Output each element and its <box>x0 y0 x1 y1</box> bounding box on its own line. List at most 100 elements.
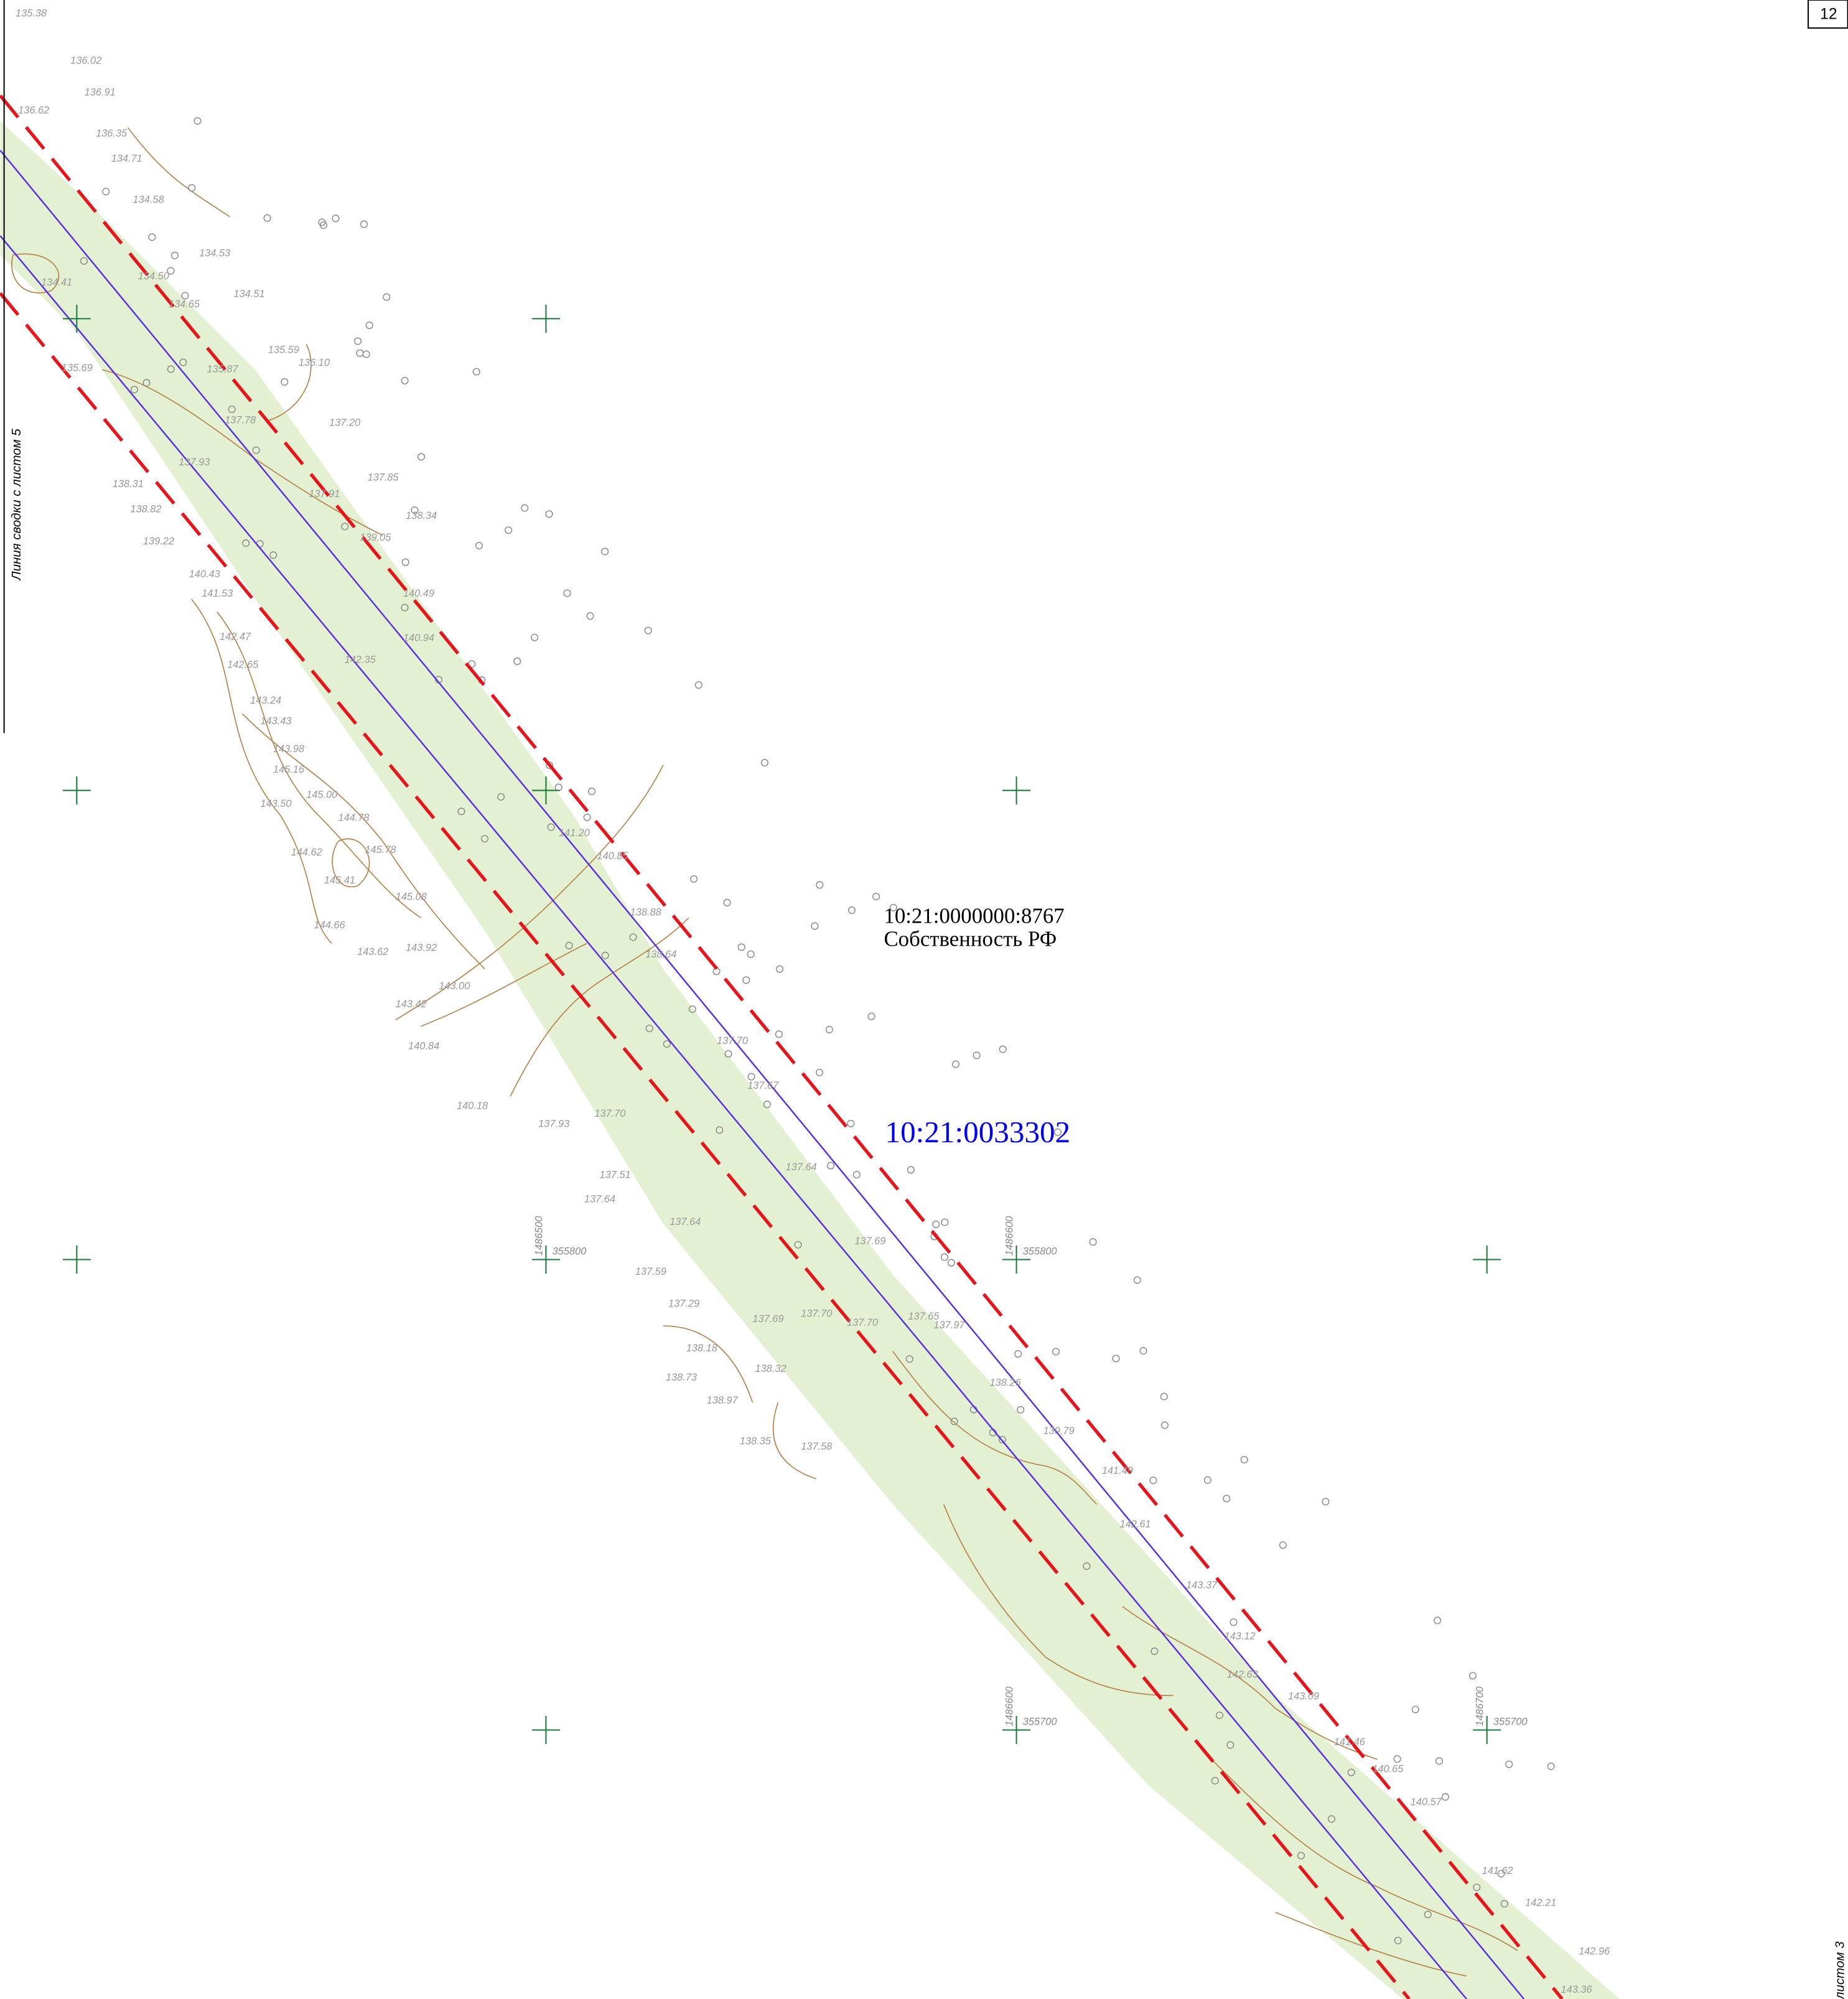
elevation-label: 138.32 <box>755 1363 786 1374</box>
elevation-label: 137.78 <box>225 414 256 426</box>
tree-symbol <box>852 1170 861 1179</box>
tree-symbol <box>417 453 426 461</box>
tree-symbol <box>167 267 175 275</box>
tree-symbol <box>401 376 409 384</box>
tree-symbol <box>763 1101 771 1109</box>
tree-symbol <box>1150 1647 1159 1656</box>
elevation-label: 142.63 <box>1227 1669 1258 1680</box>
elevation-label: 137.70 <box>847 1317 878 1328</box>
elevation-label: 137.70 <box>717 1035 748 1046</box>
grid-coordinate: 1486700 <box>1475 1687 1486 1726</box>
elevation-label: 141.53 <box>202 588 233 599</box>
tree-symbol <box>1226 1741 1234 1749</box>
tree-symbol <box>1473 1883 1481 1891</box>
tree-symbol <box>694 681 702 689</box>
tree-symbol <box>263 214 271 222</box>
tree-symbol <box>1497 1870 1505 1878</box>
elevation-label: 143.62 <box>357 946 388 958</box>
elevation-label: 136.91 <box>85 87 116 98</box>
elevation-label: 135.69 <box>62 362 93 373</box>
tree-symbol <box>644 627 652 635</box>
tree-symbol <box>1017 1405 1025 1414</box>
elevation-label: 143.37 <box>1186 1580 1218 1591</box>
elevation-label: 136.62 <box>18 105 49 116</box>
tree-symbol <box>1014 1350 1022 1358</box>
grid-coordinate: 355700 <box>1023 1716 1057 1727</box>
elevation-label: 140.18 <box>457 1101 488 1112</box>
elevation-label: 138.73 <box>666 1372 697 1383</box>
tree-symbol <box>816 881 824 889</box>
elevation-label: 141.46 <box>1334 1736 1366 1748</box>
tree-symbol <box>401 558 409 566</box>
elevation-label: 137.97 <box>933 1320 965 1331</box>
tree-symbol <box>513 657 521 665</box>
elevation-label: 140.84 <box>408 1040 439 1051</box>
elevation-label: 139.79 <box>1043 1425 1075 1437</box>
block-number: 10:21:0033302 <box>885 1115 1071 1149</box>
boundary-red <box>0 292 1411 1999</box>
elevation-label: 137.29 <box>668 1298 699 1309</box>
tree-symbol <box>401 603 409 612</box>
tree-symbol <box>1347 1768 1355 1776</box>
elevation-label: 137.91 <box>309 488 340 500</box>
elevation-label: 137.65 <box>908 1311 940 1322</box>
tree-symbol <box>723 898 731 906</box>
boundary-red <box>0 94 1564 1999</box>
elevation-label: 135.87 <box>207 363 238 375</box>
elevation-label: 144.62 <box>291 847 322 858</box>
tree-symbol <box>475 541 483 549</box>
tree-symbol <box>554 783 562 791</box>
grid-coordinate: 355700 <box>1493 1716 1528 1727</box>
tree-symbol <box>947 1259 955 1267</box>
elevation-label: 134.58 <box>133 194 165 205</box>
tree-symbol <box>1394 1936 1402 1945</box>
elevation-label: 143.43 <box>260 715 291 727</box>
tree-symbol <box>1083 1562 1091 1570</box>
tree-symbol <box>1053 1128 1062 1136</box>
elevation-label: 134.65 <box>169 299 200 310</box>
sheet-number: 12 <box>1820 6 1837 23</box>
tree-symbol <box>998 1435 1006 1443</box>
elevation-label: 138.26 <box>990 1377 1022 1388</box>
tree-symbol <box>950 1417 958 1425</box>
tree-symbol <box>663 1040 671 1048</box>
tree-symbol <box>583 813 591 821</box>
tree-symbol <box>365 321 373 329</box>
elevation-label: 138.88 <box>630 906 662 918</box>
elevation-label: 140.43 <box>189 569 220 580</box>
elevation-label: 137.67 <box>747 1080 779 1091</box>
elevation-label: 138.82 <box>130 504 161 515</box>
tree-symbol <box>1547 1762 1555 1771</box>
tree-symbol <box>531 633 539 641</box>
tree-symbol <box>1327 1815 1336 1823</box>
tree-symbol <box>1223 1494 1231 1503</box>
tree-symbol <box>847 906 856 914</box>
tree-symbol <box>1052 1348 1060 1356</box>
tree-symbol <box>825 1025 833 1033</box>
tree-symbol <box>252 446 260 454</box>
tree-symbol <box>188 184 196 192</box>
left-note: Линия сводки с листом 5 <box>9 429 24 582</box>
elevation-label: 142.96 <box>1579 1945 1610 1957</box>
tree-symbol <box>497 793 505 801</box>
tree-symbol <box>360 220 368 228</box>
elevation-label: 141.62 <box>1482 1865 1513 1876</box>
tree-symbol <box>815 1068 824 1076</box>
tree-symbol <box>194 117 202 125</box>
tree-symbol <box>629 933 637 941</box>
tree-symbol <box>480 835 489 843</box>
tree-symbol <box>142 379 151 387</box>
tree-symbol <box>747 950 755 958</box>
elevation-label: 137.70 <box>594 1108 625 1119</box>
elevation-label: 143.98 <box>273 743 305 755</box>
grid-coordinate: 1486600 <box>1004 1687 1015 1726</box>
elevation-label: 143.12 <box>1225 1631 1256 1642</box>
tree-symbol <box>941 1218 949 1226</box>
elevation-label: 137.69 <box>752 1313 783 1325</box>
elevation-label: 140.94 <box>403 633 434 644</box>
elevation-label: 142.47 <box>220 631 251 643</box>
tree-symbol <box>80 257 88 265</box>
elevation-label: 140.85 <box>597 850 628 862</box>
elevation-label: 137.85 <box>368 472 399 483</box>
